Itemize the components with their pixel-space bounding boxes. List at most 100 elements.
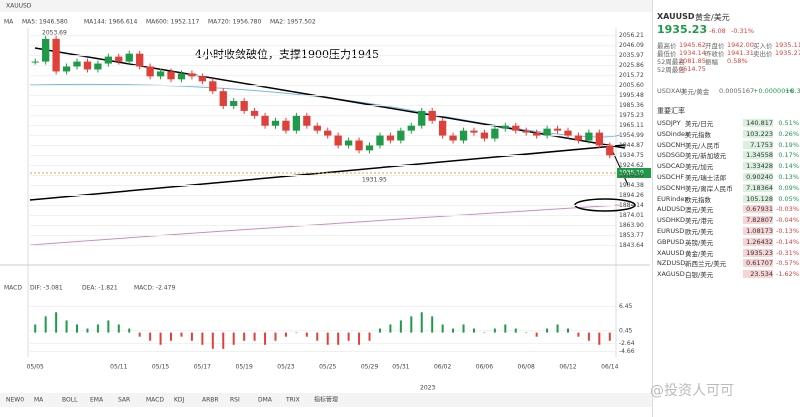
candle [292,115,301,131]
candle [282,120,290,131]
tab[interactable]: ARBR [202,397,219,404]
tab[interactable]: SAR [118,397,130,404]
legend-item: MA600: 1952.117 [146,19,199,26]
candle [470,130,478,133]
y-tick-label: 6.45 [619,303,633,310]
rate-price: 103.223 [743,129,773,138]
candle [512,125,520,131]
y-tick-label: 1934.75 [619,152,644,159]
candle [334,135,342,146]
candle [606,145,614,156]
tab[interactable]: MACD [146,397,164,404]
rate-change: 0.19% [778,140,799,149]
rate-symbol: USDCNH [657,140,686,149]
tab[interactable]: KDJ [174,397,185,404]
macd-bar [431,316,434,333]
macd-bar [149,332,152,341]
candle [449,135,457,141]
macd-bar [128,328,131,333]
stat-value: 1614.75 [679,65,706,73]
rate-name: 新西兰元/美元 [685,260,727,269]
rate-row[interactable]: USDSGD 美元/新加坡元 1.34558 0.17% [657,150,799,160]
rate-change: -0.57% [776,259,799,268]
rate-row[interactable]: USDCHF 美元/瑞士法郎 0.90240 0.13% [657,172,799,182]
candle [386,135,395,141]
macd-bar [514,328,517,333]
watermark: @投资人可可 [650,383,734,399]
candle [418,110,426,126]
rate-row[interactable]: NZDUSD 新西兰元/美元 0.61707 -0.57% [657,258,799,268]
x-tick-label: 06/14 [601,364,618,371]
macd-bar [274,332,277,341]
rate-price: 7.18364 [743,183,773,192]
macd-bar [65,320,68,333]
macd-bar [86,328,89,333]
x-tick-label: 05/29 [361,364,378,371]
rate-row[interactable]: USDCNH 美元/离岸人民币 7.18364 0.09% [657,183,799,193]
tab[interactable]: EMA [90,397,104,404]
section-title: 重要汇率 [657,107,685,115]
rate-row[interactable]: XAUUSD 黄金/美元 1935.23 -0.31% [657,248,799,258]
tab[interactable]: NEW0 [6,397,24,404]
tab[interactable]: MA [34,397,44,404]
x-tick-label: 06/06 [476,364,493,371]
x-tick-label: 05/11 [110,364,127,371]
rate-row[interactable]: XAGUSD 白银/美元 23.534 -1.62% [657,269,799,279]
y-tick-label: 2015.72 [619,72,644,79]
tab[interactable]: BOLL [62,397,78,404]
rate-symbol: NZDUSD [657,259,686,268]
rate-name: 美元/瑞士法郎 [685,174,727,182]
rate-symbol: GBPUSD [657,237,685,246]
macd-bar [347,332,350,341]
rate-row[interactable]: USDCAD 美元/加元 1.33428 0.14% [657,161,799,171]
candle [177,73,186,80]
inverse-field: USDXAU [657,87,685,95]
tab[interactable]: DMA [258,397,273,404]
rate-row[interactable]: AUDUSD 澳元/美元 0.67931 -0.03% [657,204,799,214]
macd-bar [368,332,371,341]
x-tick-label: 05/19 [236,364,253,371]
stat-value: 0.58% [727,57,748,65]
last-price: 1935.19 [619,170,644,177]
rate-name: 英镑/美元 [685,238,714,247]
rate-price: 0.90240 [743,173,773,181]
macd-bar [566,328,569,333]
y-tick-label: 2046.09 [619,42,644,49]
rate-row[interactable]: GBPUSD 英镑/美元 1.26432 -0.14% [657,237,799,247]
rate-row[interactable]: USDindex 美元指数 103.223 0.26% [657,129,799,139]
tab[interactable]: 指标管理 [314,396,338,404]
macd-bar [587,332,590,341]
rate-row[interactable]: EURUSD 欧元/美元 1.08173 -0.13% [657,226,799,236]
rate-row[interactable]: USDCNH 美元/人民币 7.1753 0.19% [657,140,799,150]
macd-bar [44,316,47,333]
tab[interactable]: RSI [230,397,240,404]
rate-price: 7.82807 [743,216,773,225]
macd-bar [472,328,475,333]
rate-row[interactable]: USDHKD 美元/港元 7.82807 -0.04% [657,215,799,225]
macd-bar [159,332,162,345]
rate-row[interactable]: USDJPY 美元/日元 140.817 0.51% [657,118,799,128]
y-tick-label: 2056.21 [619,32,644,39]
candle [209,81,217,92]
chart-area: XAUUSD MA 4小时收敛破位，支撑1900压力1945 1935.19 2… [0,0,652,407]
macd-bar [305,332,308,337]
x-tick-label: 05/05 [27,364,44,371]
low-label: 1931.95 [362,177,387,184]
y-tick-label: 1954.99 [619,132,644,139]
stat-value: 2081.85 [679,57,706,65]
rate-symbol: EURindex [657,194,689,203]
rate-row[interactable]: EURindex 欧元指数 105.128 0.05% [657,194,799,204]
macd-bar [410,316,413,333]
candle [428,110,436,121]
rate-name: 澳元/美元 [685,206,714,215]
candle [491,128,499,139]
macd-bar [535,332,538,337]
tab[interactable]: TRIX [285,397,300,404]
rate-price: 0.67931 [743,205,773,214]
candle [365,145,374,151]
candle [407,125,415,131]
macd-bar [556,324,559,333]
panel-symbol: XAUUSD [657,12,695,21]
panel-change: -6.08 [709,27,726,35]
y-tick-label: 1894.26 [619,192,644,199]
